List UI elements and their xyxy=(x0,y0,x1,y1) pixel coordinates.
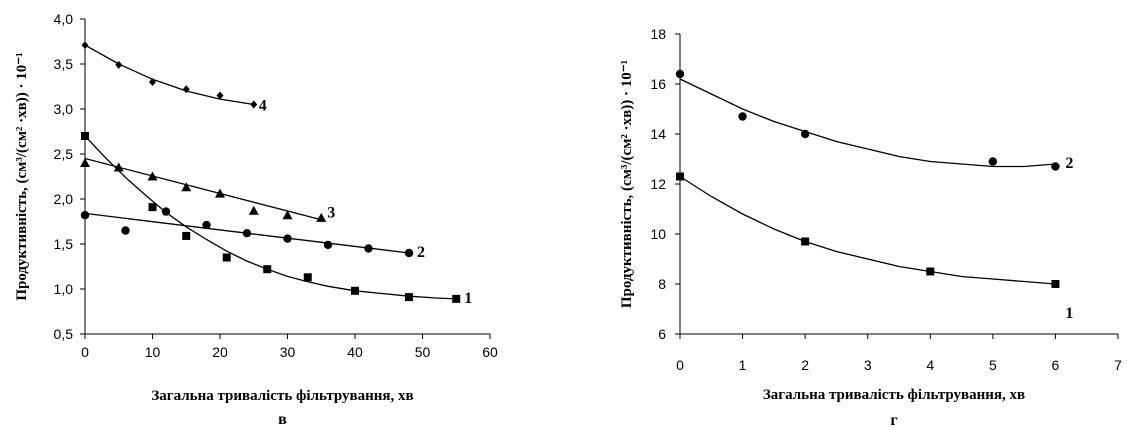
data-point-square xyxy=(303,273,312,282)
data-point-square xyxy=(351,286,359,295)
data-point-circle xyxy=(202,220,211,230)
y-tick-label: 10 xyxy=(650,226,666,242)
y-tick-label: 0,5 xyxy=(54,326,74,342)
panel-label: в xyxy=(278,411,287,428)
data-point-circle xyxy=(364,244,373,253)
chart-panel-1: 0,5 1,0 1,5 2,0 2,5 3,0 3,5 4,0 0 10 20 30 40 50 60 Заг… xyxy=(14,11,498,428)
data-point-square xyxy=(263,265,272,274)
x-tick-label: 50 xyxy=(415,344,431,360)
y-tick-label: 8 xyxy=(658,276,666,292)
series-1: 1 xyxy=(676,172,1073,322)
x-axis-title: Загальна тривалість фільтрування, хв xyxy=(151,388,413,404)
data-point-diamond xyxy=(81,41,89,50)
x-tick-label: 30 xyxy=(280,344,296,360)
data-point-circle xyxy=(1051,162,1060,171)
data-point-triangle xyxy=(215,188,225,198)
x-tick-label: 0 xyxy=(676,357,684,373)
y-axis-title: Продуктивність, (см³/(см² ·хв)) · 10⁻¹ xyxy=(619,60,635,308)
data-point-circle xyxy=(283,234,292,243)
trend-line-4 xyxy=(84,44,254,106)
series-3: 3 xyxy=(80,157,335,222)
x-tick-label: 2 xyxy=(801,357,809,373)
y-tick-label: 6 xyxy=(658,326,666,342)
series-4: 4 xyxy=(81,41,267,115)
data-point-circle xyxy=(404,248,414,258)
x-axis-title: Загальна тривалість фільтрування, хв xyxy=(763,387,1025,403)
series-label: 4 xyxy=(259,98,267,115)
series-1: 1 xyxy=(81,132,472,307)
y-tick-label: 1,5 xyxy=(54,236,74,252)
trend-line-2 xyxy=(679,78,1056,168)
trend-line-1 xyxy=(679,175,1056,285)
x-tick-label: 6 xyxy=(1052,357,1060,373)
data-point-triangle xyxy=(181,182,192,192)
data-point-circle xyxy=(242,229,252,238)
data-point-square xyxy=(182,231,191,240)
data-point-circle xyxy=(738,112,747,121)
series-2: 2 xyxy=(80,207,425,261)
x-tick-label: 1 xyxy=(739,357,747,373)
panel-label: г xyxy=(890,412,897,429)
data-point-square xyxy=(1051,280,1060,288)
y-tick-label: 16 xyxy=(650,76,666,92)
x-tick-label: 40 xyxy=(347,344,363,360)
series-label: 2 xyxy=(1065,155,1073,172)
data-point-triangle xyxy=(316,212,327,222)
y-tick-label: 2,0 xyxy=(54,191,74,207)
x-tick-label: 20 xyxy=(212,344,228,360)
x-tick-label: 3 xyxy=(864,357,872,373)
data-point-diamond xyxy=(149,78,156,86)
data-point-circle xyxy=(161,207,171,216)
y-tick-label: 1,0 xyxy=(54,281,74,297)
data-point-square xyxy=(81,132,89,140)
series-label: 2 xyxy=(417,244,425,261)
data-point-square xyxy=(801,237,810,246)
y-tick-label: 3,5 xyxy=(54,56,74,72)
trend-line-1 xyxy=(84,135,457,300)
y-tick-label: 2,5 xyxy=(54,146,74,162)
data-point-triangle xyxy=(80,158,90,167)
data-point-triangle xyxy=(248,205,259,215)
y-tick-label: 18 xyxy=(650,26,666,42)
data-point-diamond xyxy=(182,85,190,94)
data-point-square xyxy=(926,267,935,276)
trend-line-3 xyxy=(84,157,322,221)
data-point-square xyxy=(405,293,413,302)
data-point-square xyxy=(676,172,684,181)
data-point-triangle xyxy=(113,162,124,172)
series-label: 1 xyxy=(1065,305,1073,322)
data-point-circle xyxy=(800,129,810,139)
y-tick-label: 14 xyxy=(650,126,666,142)
x-tick-label: 0 xyxy=(81,344,89,360)
data-point-diamond xyxy=(216,91,224,100)
y-tick-label: 12 xyxy=(650,176,666,192)
data-point-circle xyxy=(988,157,998,166)
series-2: 2 xyxy=(675,69,1073,172)
data-point-diamond xyxy=(250,100,258,109)
y-tick-label: 3,0 xyxy=(54,101,74,117)
data-point-circle xyxy=(675,69,685,79)
data-point-square xyxy=(222,253,231,262)
data-point-square xyxy=(148,203,157,212)
x-tick-label: 4 xyxy=(926,357,934,373)
data-point-circle xyxy=(121,226,130,235)
x-tick-label: 60 xyxy=(482,344,498,360)
data-point-triangle xyxy=(147,171,158,181)
x-tick-label: 5 xyxy=(989,357,997,373)
data-point-square xyxy=(452,294,461,303)
x-tick-label: 7 xyxy=(1114,357,1122,373)
data-point-circle xyxy=(80,211,90,220)
data-point-diamond xyxy=(115,60,123,69)
data-point-triangle xyxy=(282,210,293,220)
series-label: 1 xyxy=(464,290,472,307)
y-axis-title: Продуктивність, (см³/(см² ·хв)) · 10⁻¹ xyxy=(14,52,30,300)
series-label: 3 xyxy=(327,205,335,222)
x-tick-label: 10 xyxy=(145,344,161,360)
y-tick-label: 4,0 xyxy=(54,11,74,27)
data-point-circle xyxy=(323,240,333,250)
